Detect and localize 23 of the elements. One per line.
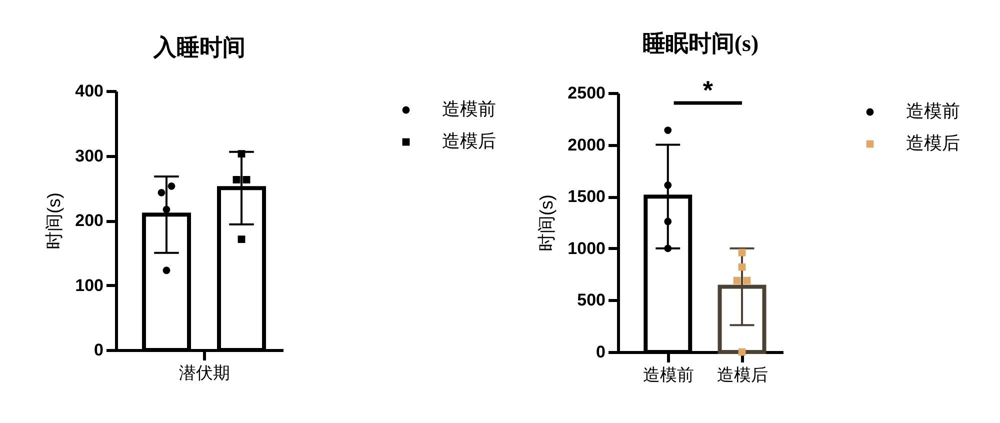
legend-label: 造模后 bbox=[442, 131, 496, 151]
y-tick-label: 300 bbox=[75, 146, 104, 166]
y-tick-label: 500 bbox=[577, 290, 606, 310]
y-axis-title: 时间(s) bbox=[44, 192, 64, 250]
chart-title: 入睡时间 bbox=[152, 34, 246, 60]
y-axis-title: 时间(s) bbox=[536, 194, 557, 252]
y-tick-label: 1500 bbox=[568, 187, 606, 206]
legend-label: 造模后 bbox=[906, 133, 960, 153]
x-tick-label: 造模前 bbox=[642, 366, 694, 384]
x-tick-label: 造模后 bbox=[717, 366, 768, 384]
annotation: * bbox=[702, 75, 714, 105]
y-tick-label: 400 bbox=[75, 82, 104, 100]
x-tick-label: 潜伏期 bbox=[179, 364, 230, 382]
y-tick-label: 2000 bbox=[568, 135, 606, 154]
y-tick-label: 200 bbox=[75, 211, 104, 230]
y-tick-label: 0 bbox=[596, 342, 606, 362]
y-tick-label: 2500 bbox=[568, 84, 606, 102]
chart-title: 睡眠时间(s) bbox=[642, 31, 759, 56]
y-tick-label: 0 bbox=[94, 340, 104, 360]
legend-label: 造模前 bbox=[906, 101, 960, 121]
y-tick-label: 1000 bbox=[568, 238, 606, 258]
legend-label: 造模前 bbox=[442, 99, 496, 119]
y-tick-label: 100 bbox=[75, 276, 104, 295]
